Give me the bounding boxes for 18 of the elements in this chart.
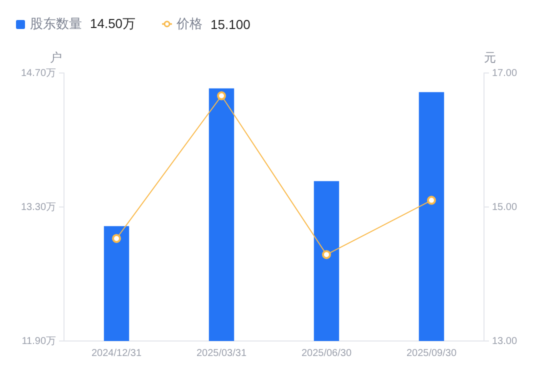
y-tick-label: 11.90万: [22, 336, 56, 347]
x-tick-label: 2025/09/30: [406, 348, 457, 359]
y-axis-title: 户: [50, 50, 62, 64]
x-tick-label: 2024/12/31: [91, 348, 142, 359]
legend-label: 股东数量 14.50万: [30, 15, 136, 33]
y2-tick-label: 17.00: [492, 68, 518, 79]
point: [426, 196, 436, 205]
y2-tick-label: 13.00: [492, 336, 518, 347]
x-tick-label: 2025/03/31: [196, 348, 247, 359]
y2-tick-label: 15.00: [492, 202, 518, 213]
point: [217, 91, 226, 100]
x-tick-label: 2025/06/30: [301, 348, 352, 359]
point: [112, 234, 122, 243]
point: [322, 250, 331, 260]
y2-axis-title: 元: [484, 50, 496, 64]
y-tick-label: 14.70万: [20, 68, 56, 79]
legend-label: 价格 15.100: [176, 15, 250, 33]
y-tick-label: 13.30万: [20, 202, 56, 213]
